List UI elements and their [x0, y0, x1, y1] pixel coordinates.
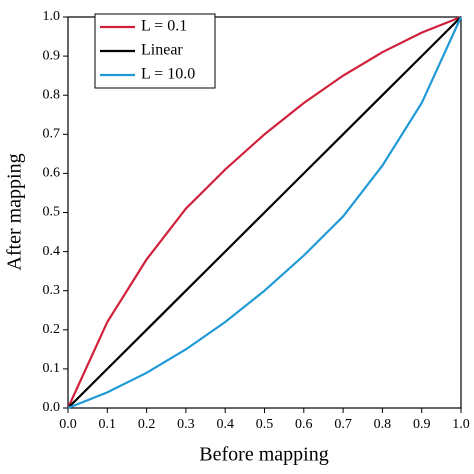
x-tick-label: 0.7: [334, 417, 352, 432]
x-tick-label: 0.0: [59, 417, 77, 432]
y-tick-label: 0.3: [43, 283, 61, 298]
y-tick-label: 0.5: [43, 205, 61, 220]
y-axis-label: After mapping: [4, 153, 26, 270]
y-tick-label: 0.6: [43, 166, 61, 181]
y-tick-label: 0.0: [43, 400, 61, 415]
legend-label: L = 10.0: [141, 66, 195, 83]
x-tick-label: 0.5: [256, 417, 274, 432]
y-tick-label: 0.7: [43, 127, 61, 142]
y-tick-label: 0.9: [43, 48, 61, 63]
x-tick-label: 0.6: [295, 417, 313, 432]
y-tick-label: 0.8: [43, 87, 61, 102]
y-tick-label: 0.2: [43, 322, 61, 337]
x-tick-label: 0.8: [374, 417, 392, 432]
y-tick-label: 1.0: [43, 9, 61, 24]
x-tick-label: 0.1: [99, 417, 117, 432]
plot-frame: [67, 16, 462, 409]
x-tick-label: 0.3: [177, 417, 195, 432]
x-tick-label: 0.9: [413, 417, 431, 432]
legend-label: L = 0.1: [141, 18, 187, 35]
x-tick-label: 0.4: [216, 417, 234, 432]
line-series: [67, 16, 462, 409]
x-tick-label: 1.0: [452, 417, 470, 432]
line-series: [66, 15, 462, 409]
legend-label: Linear: [141, 42, 183, 59]
x-axis-label: Before mapping: [199, 444, 328, 466]
line-series: [67, 16, 463, 410]
y-tick-label: 0.4: [43, 244, 61, 259]
x-tick-label: 0.2: [138, 417, 156, 432]
y-tick-label: 0.1: [43, 361, 61, 376]
